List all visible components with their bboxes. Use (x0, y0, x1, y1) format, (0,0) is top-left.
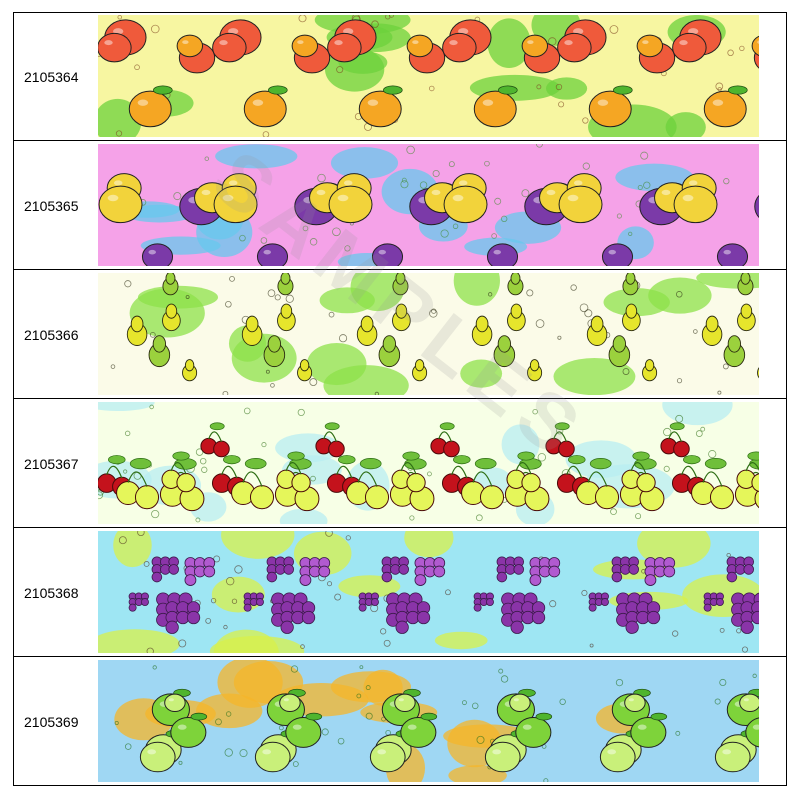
cherries-pattern-swatch (98, 402, 759, 524)
product-code: 2105367 (24, 456, 79, 472)
product-row: 2105364 (14, 13, 786, 141)
product-code: 2105369 (24, 714, 79, 730)
product-code: 2105368 (24, 585, 79, 601)
product-row: 2105365 (14, 142, 786, 270)
mixed-fruit-pattern-swatch (98, 144, 759, 266)
product-row: 2105368 (14, 529, 786, 657)
product-row: 2105366 (14, 271, 786, 399)
product-row: 2105369 (14, 658, 786, 786)
limes-pattern-swatch (98, 660, 759, 782)
product-row: 2105367 (14, 400, 786, 528)
pears-pattern-swatch (98, 273, 759, 395)
product-code: 2105366 (24, 327, 79, 343)
product-sheet: 2105364 2105365 2105366 2105367 2105368 … (13, 12, 787, 786)
peaches-pattern-swatch (98, 15, 759, 137)
product-code: 2105365 (24, 198, 79, 214)
product-code: 2105364 (24, 69, 79, 85)
grapes-pattern-swatch (98, 531, 759, 653)
